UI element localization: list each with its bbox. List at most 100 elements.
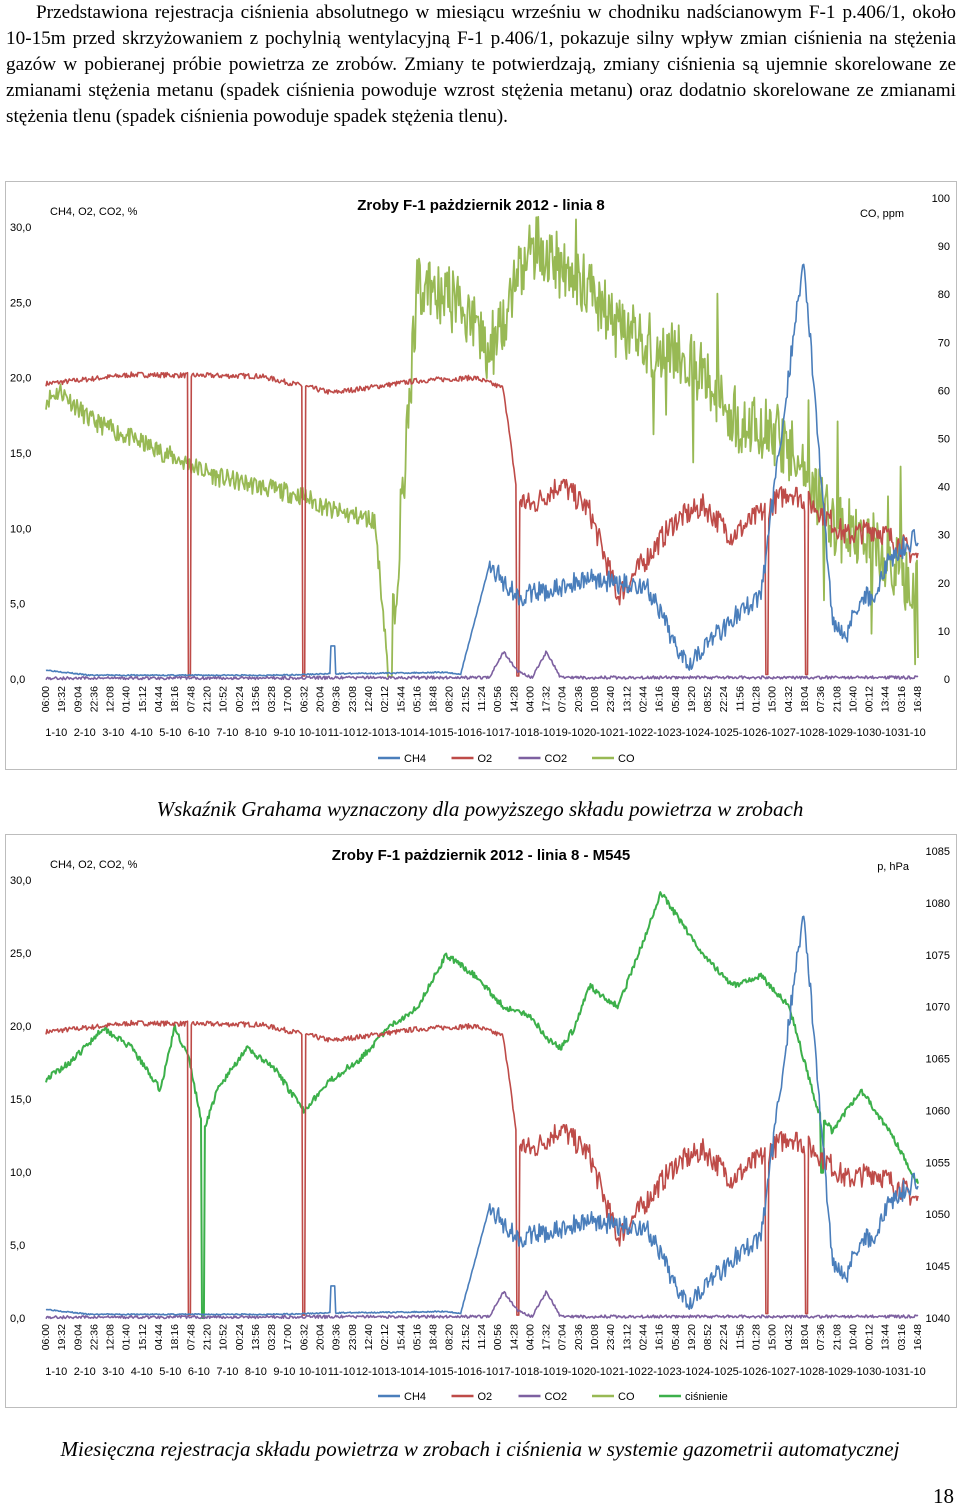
series-co-line — [45, 215, 919, 678]
time-tick-label: 08:52 — [702, 1324, 714, 1350]
caption-monthly: Miesięczna rejestracja składu powietrza … — [60, 1437, 900, 1461]
right-tick-label: 1040 — [926, 1313, 950, 1325]
chart-title: Zroby F-1 pażdziernik 2012 - linia 8 - M… — [332, 847, 630, 864]
legend-entry: CH4 — [404, 1391, 426, 1403]
time-tick-label: 17:00 — [282, 1324, 294, 1350]
time-tick-label: 22:36 — [88, 1324, 100, 1350]
date-tick-label: 21-10 — [613, 1366, 641, 1378]
date-tick-label: 18-10 — [527, 1366, 555, 1378]
time-tick-label: 04:44 — [153, 686, 165, 712]
series-co2-line — [45, 1290, 919, 1320]
date-tick-label: 11-10 — [328, 727, 355, 739]
time-tick-label: 15:00 — [767, 1324, 779, 1350]
time-tick-label: 13:56 — [250, 1324, 262, 1350]
time-tick-label: 16:48 — [912, 686, 924, 712]
body-paragraph: Przedstawiona rejestracja ciśnienia abso… — [6, 0, 956, 130]
time-tick-label: 09:36 — [331, 1324, 343, 1350]
date-tick-label: 14-10 — [413, 727, 441, 739]
time-tick-label: 04:32 — [783, 686, 795, 712]
date-tick-label: 29-10 — [841, 1366, 869, 1378]
time-tick-label: 06:32 — [298, 686, 310, 712]
caption-graham: Wskaźnik Grahama wyznaczony dla powyższe… — [156, 797, 804, 821]
time-tick-label: 11:56 — [734, 686, 746, 712]
time-tick-label: 19:20 — [686, 1324, 698, 1350]
left-tick-label: 0,0 — [10, 1313, 25, 1325]
date-tick-label: 17-10 — [498, 727, 526, 739]
time-tick-label: 06:00 — [40, 686, 52, 712]
time-tick-label: 20:04 — [315, 686, 327, 712]
time-tick-label: 10:40 — [847, 1324, 859, 1350]
time-tick-label: 21:52 — [460, 686, 472, 712]
legend-entry: O2 — [478, 753, 493, 765]
time-tick-label: 21:08 — [831, 1324, 843, 1350]
time-tick-label: 15:44 — [395, 686, 407, 712]
time-tick-label: 03:16 — [896, 686, 908, 712]
time-tick-label: 17:32 — [541, 686, 553, 712]
left-tick-label: 15,0 — [10, 1094, 31, 1106]
time-tick-label: 23:08 — [347, 686, 359, 712]
time-tick-label: 09:36 — [331, 686, 343, 712]
time-tick-label: 12:08 — [105, 686, 117, 712]
time-tick-label: 13:56 — [250, 686, 262, 712]
date-tick-label: 13-10 — [384, 727, 412, 739]
date-tick-label: 4-10 — [131, 1366, 153, 1378]
time-tick-label: 11:24 — [476, 686, 488, 712]
series-ciśnienie-line — [45, 891, 919, 1319]
time-tick-label: 23:08 — [347, 1324, 359, 1350]
date-tick-label: 13-10 — [384, 1366, 412, 1378]
chart-svg: Zroby F-1 pażdziernik 2012 - linia 8 CH4,… — [10, 193, 950, 765]
date-tick-label: 6-10 — [188, 1366, 210, 1378]
date-tick-label: 31-10 — [898, 727, 926, 739]
legend-entry: CO2 — [545, 1391, 568, 1403]
date-tick-label: 8-10 — [245, 727, 267, 739]
date-tick-label: 6-10 — [188, 727, 210, 739]
time-tick-label: 10:52 — [218, 1324, 230, 1350]
date-tick-label: 2-10 — [74, 727, 96, 739]
date-tick-label: 20-10 — [584, 727, 612, 739]
date-tick-label: 23-10 — [670, 1366, 698, 1378]
left-tick-label: 25,0 — [10, 948, 31, 960]
date-tick-label: 26-10 — [755, 1366, 783, 1378]
right-tick-label: 100 — [932, 193, 950, 205]
time-tick-label: 01:28 — [751, 686, 763, 712]
plot-area — [45, 891, 919, 1320]
date-tick-label: 12-10 — [356, 727, 384, 739]
date-tick-label: 7-10 — [216, 1366, 238, 1378]
time-tick-label: 10:52 — [218, 686, 230, 712]
date-tick-label: 31-10 — [898, 1366, 926, 1378]
date-tick-label: 22-10 — [641, 727, 669, 739]
date-tick-label: 10-10 — [299, 727, 327, 739]
time-tick-label: 15:12 — [137, 1324, 149, 1350]
time-tick-label: 21:20 — [201, 686, 213, 712]
date-tick-label: 22-10 — [641, 1366, 669, 1378]
right-tick-label: 1055 — [926, 1157, 950, 1169]
legend-entry: CH4 — [404, 753, 426, 765]
left-axis-title: CH4, O2, CO2, % — [50, 206, 138, 218]
right-tick-label: 1045 — [926, 1261, 950, 1273]
time-tick-label: 20:36 — [573, 1324, 585, 1350]
date-tick-label: 9-10 — [273, 1366, 295, 1378]
time-tick-label: 21:52 — [460, 1324, 472, 1350]
time-tick-label: 05:16 — [411, 1324, 423, 1350]
pressure-gas-chart: Zroby F-1 pażdziernik 2012 - linia 8 - M… — [5, 834, 957, 1408]
time-tick-label: 04:44 — [153, 1324, 165, 1350]
date-tick-label: 28-10 — [812, 1366, 840, 1378]
date-tick-label: 8-10 — [245, 1366, 267, 1378]
time-tick-label: 07:48 — [185, 686, 197, 712]
date-tick-label: 27-10 — [784, 1366, 812, 1378]
legend-entry: CO2 — [545, 753, 568, 765]
time-tick-label: 09:04 — [72, 686, 84, 712]
time-tick-label: 01:40 — [121, 1324, 133, 1350]
date-tick-label: 11-10 — [328, 1366, 355, 1378]
time-tick-label: 22:36 — [88, 686, 100, 712]
time-tick-label: 02:12 — [379, 1324, 391, 1350]
time-tick-label: 20:04 — [315, 1324, 327, 1350]
right-tick-label: 30 — [938, 530, 950, 542]
page-number: 18 — [933, 1484, 954, 1508]
date-tick-label: 28-10 — [812, 727, 840, 739]
time-tick-label: 11:56 — [734, 1324, 746, 1350]
time-tick-label: 10:08 — [589, 686, 601, 712]
right-tick-label: 90 — [938, 241, 950, 253]
time-tick-label: 07:48 — [185, 1324, 197, 1350]
time-tick-label: 03:28 — [266, 1324, 278, 1350]
